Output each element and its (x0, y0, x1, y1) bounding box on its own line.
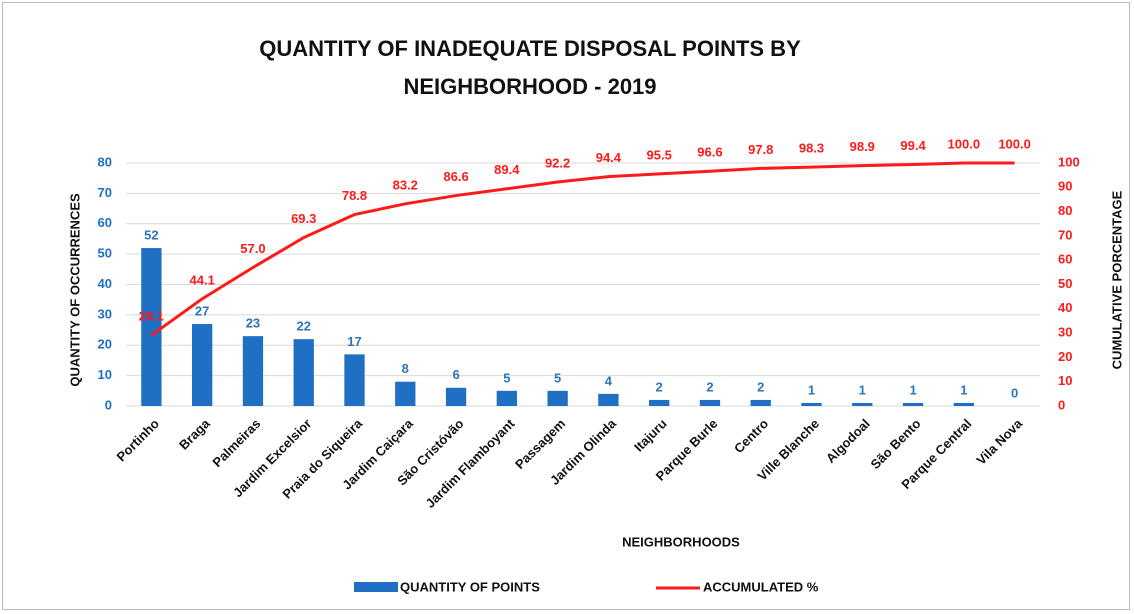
line-value-label: 98.3 (799, 141, 824, 156)
x-tick-label: Palmeiras (209, 416, 263, 470)
x-tick-label: Jardim Flamboyant (422, 415, 517, 510)
y2-tick-label: 100 (1058, 154, 1080, 169)
line-value-label: 69.3 (291, 211, 316, 226)
x-tick-label: Vila Nova (973, 415, 1025, 467)
y-tick-label: 40 (98, 276, 112, 291)
bar (598, 393, 619, 406)
line-value-label: 97.8 (748, 142, 773, 157)
y2-tick-label: 80 (1058, 203, 1072, 218)
bar (293, 339, 314, 406)
bar (192, 323, 213, 406)
bar-value-label: 6 (452, 367, 459, 382)
bar-value-label: 23 (246, 316, 260, 331)
bar-value-label: 4 (605, 373, 613, 388)
line-value-label: 89.4 (494, 162, 520, 177)
bar (649, 399, 670, 406)
x-tick-label: Algodoal (823, 416, 873, 466)
y-tick-label: 10 (98, 367, 112, 382)
line-value-label: 57.0 (240, 241, 265, 256)
bar (496, 390, 517, 406)
bar (395, 381, 416, 406)
line-value-label: 83.2 (393, 177, 418, 192)
line-value-label: 95.5 (647, 147, 672, 162)
bar-value-label: 52 (144, 227, 158, 242)
y-axis-label: QUANTITY OF OCCURRENCES (67, 193, 82, 387)
legend-label: QUANTITY OF POINTS (400, 579, 540, 594)
y-tick-label: 60 (98, 215, 112, 230)
bar (242, 336, 264, 406)
bar-value-label: 1 (859, 382, 866, 397)
chart-title: QUANTITY OF INADEQUATE DISPOSAL POINTS B… (259, 36, 801, 99)
line-value-label: 44.1 (190, 272, 215, 287)
line-value-label: 100.0 (948, 136, 981, 151)
line-value-label: 96.6 (697, 145, 722, 160)
y-tick-label: 70 (98, 185, 112, 200)
x-tick-label: Itajuru (631, 416, 670, 455)
bar (344, 354, 365, 406)
bar-value-label: 5 (554, 370, 561, 385)
bar (141, 248, 162, 406)
y-tick-label: 80 (98, 154, 112, 169)
bar-value-label: 5 (503, 370, 510, 385)
y2-tick-label: 10 (1058, 373, 1072, 388)
y-tick-label: 20 (98, 337, 112, 352)
y2-tick-label: 0 (1058, 397, 1065, 412)
bar (750, 399, 771, 406)
line-value-label: 94.4 (596, 150, 622, 165)
y2-tick-label: 40 (1058, 300, 1072, 315)
line-value-label: 98.9 (850, 139, 875, 154)
x-tick-label: Braga (176, 415, 213, 452)
y2-tick-label: 50 (1058, 276, 1072, 291)
bar-value-label: 2 (706, 379, 713, 394)
y-tick-label: 30 (98, 306, 112, 321)
line-value-label: 78.8 (342, 188, 367, 203)
bar (801, 402, 822, 406)
line-value-label: 86.6 (443, 169, 468, 184)
x-axis-label: NEIGHBORHOODS (622, 534, 740, 549)
bar (902, 402, 924, 406)
bar (445, 387, 467, 406)
bar (699, 399, 721, 406)
cumulative-line (150, 161, 1015, 337)
bar (953, 402, 974, 406)
bar-value-label: 1 (909, 382, 916, 397)
y2-tick-label: 70 (1058, 227, 1072, 242)
bar (547, 390, 568, 406)
y-tick-label: 0 (105, 397, 112, 412)
bar-value-label: 2 (656, 379, 663, 394)
bar-value-label: 1 (960, 382, 967, 397)
line-value-label: 92.2 (545, 155, 570, 170)
legend-label: ACCUMULATED % (703, 579, 819, 594)
bar-value-label: 8 (402, 361, 409, 376)
x-tick-label: Centro (731, 416, 771, 456)
x-tick-label: Portinho (114, 416, 162, 464)
bar-value-label: 27 (195, 303, 209, 318)
bar-value-label: 0 (1011, 385, 1018, 400)
bar-value-label: 1 (808, 382, 815, 397)
y2-tick-label: 90 (1058, 179, 1072, 194)
line-value-label: 99.4 (900, 138, 926, 153)
y2-axis-label: CUMULATIVE PORCENTAGE (1109, 190, 1124, 369)
bar-value-label: 22 (296, 319, 310, 334)
legend-swatch (354, 582, 398, 592)
y2-tick-label: 30 (1058, 325, 1072, 340)
y2-tick-label: 60 (1058, 252, 1072, 267)
bar-value-label: 17 (347, 334, 361, 349)
line-value-label: 100.0 (998, 136, 1031, 151)
y-tick-label: 50 (98, 246, 112, 261)
y2-tick-label: 20 (1058, 349, 1072, 364)
bar (852, 402, 873, 406)
line-value-label: 29.1 (139, 309, 164, 324)
bar-value-label: 2 (757, 379, 764, 394)
